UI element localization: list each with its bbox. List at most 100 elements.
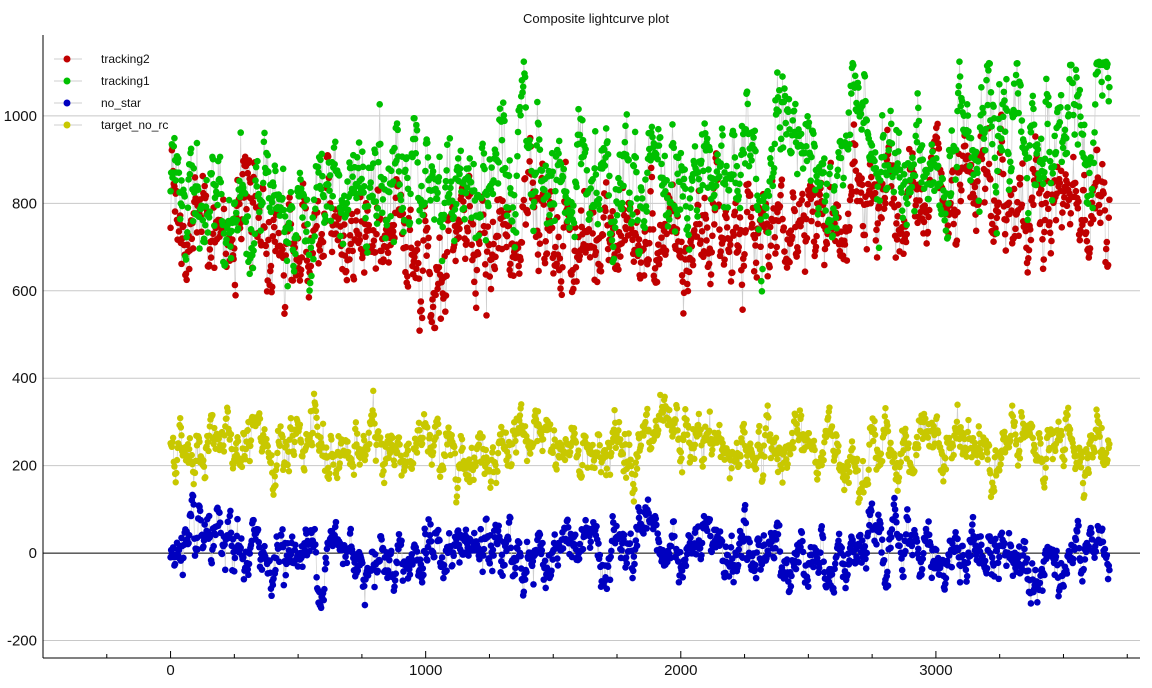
point-no_star: [1070, 556, 1077, 563]
point-tracking2: [436, 234, 443, 241]
point-tracking2: [589, 230, 596, 237]
point-tracking1: [377, 141, 384, 148]
point-target_no_rc: [648, 445, 654, 451]
point-tracking2: [555, 234, 562, 241]
point-target_no_rc: [1009, 402, 1015, 408]
point-target_no_rc: [950, 443, 956, 449]
point-tracking1: [527, 143, 534, 150]
point-tracking2: [275, 230, 282, 237]
point-target_no_rc: [865, 481, 871, 487]
point-tracking1: [269, 199, 276, 206]
point-target_no_rc: [882, 413, 888, 419]
point-no_star: [192, 552, 199, 559]
point-tracking2: [559, 264, 566, 271]
point-tracking2: [1083, 229, 1090, 236]
point-no_star: [320, 597, 327, 604]
point-target_no_rc: [784, 461, 790, 467]
point-no_star: [219, 551, 226, 558]
point-tracking2: [1048, 250, 1055, 257]
point-no_star: [188, 513, 195, 520]
point-tracking2: [542, 238, 549, 245]
point-no_star: [836, 531, 843, 538]
point-tracking1: [552, 188, 559, 195]
point-no_star: [1099, 526, 1106, 533]
point-no_star: [596, 552, 603, 559]
point-target_no_rc: [905, 440, 911, 446]
point-no_star: [225, 518, 232, 525]
point-no_star: [645, 496, 652, 503]
point-tracking1: [190, 165, 197, 172]
point-tracking2: [656, 256, 663, 263]
point-no_star: [537, 531, 544, 538]
point-no_star: [228, 530, 235, 537]
point-tracking1: [250, 247, 257, 254]
point-tracking2: [737, 214, 744, 221]
point-tracking1: [257, 227, 264, 234]
point-tracking1: [175, 155, 182, 162]
point-target_no_rc: [1016, 448, 1022, 454]
point-no_star: [1003, 562, 1010, 569]
point-target_no_rc: [429, 461, 435, 467]
point-tracking2: [1105, 262, 1112, 269]
point-target_no_rc: [437, 474, 443, 480]
point-tracking1: [522, 104, 529, 111]
point-no_star: [180, 555, 187, 562]
point-target_no_rc: [362, 452, 368, 458]
point-tracking1: [306, 287, 313, 294]
point-no_star: [730, 579, 737, 586]
point-no_star: [706, 516, 713, 523]
point-tracking2: [646, 240, 653, 247]
point-target_no_rc: [820, 450, 826, 456]
point-tracking1: [181, 193, 188, 200]
point-tracking2: [482, 261, 489, 268]
point-tracking2: [727, 241, 734, 248]
point-tracking1: [354, 154, 361, 161]
point-tracking1: [551, 217, 558, 224]
point-tracking1: [177, 216, 184, 223]
point-target_no_rc: [1001, 429, 1007, 435]
point-tracking1: [425, 154, 432, 161]
point-target_no_rc: [779, 479, 785, 485]
point-target_no_rc: [985, 456, 991, 462]
point-tracking2: [753, 259, 760, 266]
point-target_no_rc: [256, 410, 262, 416]
point-target_no_rc: [846, 480, 852, 486]
point-no_star: [977, 533, 984, 540]
point-no_star: [259, 566, 266, 573]
point-tracking2: [232, 292, 239, 299]
point-no_star: [831, 589, 838, 596]
point-tracking1: [447, 135, 454, 142]
point-no_star: [654, 530, 661, 537]
point-no_star: [539, 547, 546, 554]
point-target_no_rc: [1059, 432, 1065, 438]
point-target_no_rc: [479, 434, 485, 440]
point-no_star: [172, 561, 179, 568]
point-tracking2: [1103, 246, 1110, 253]
point-tracking1: [504, 212, 511, 219]
point-tracking2: [749, 221, 756, 228]
point-tracking2: [353, 217, 360, 224]
point-tracking2: [882, 200, 889, 207]
point-tracking2: [180, 223, 187, 230]
point-tracking2: [1012, 226, 1019, 233]
point-no_star: [481, 546, 488, 553]
point-target_no_rc: [1042, 475, 1048, 481]
point-target_no_rc: [765, 414, 771, 420]
point-tracking2: [873, 227, 880, 234]
point-target_no_rc: [562, 457, 568, 463]
point-tracking1: [184, 229, 191, 236]
point-tracking1: [404, 175, 411, 182]
point-tracking1: [439, 258, 446, 265]
point-tracking2: [229, 236, 236, 243]
point-tracking1: [228, 228, 235, 235]
point-target_no_rc: [517, 412, 523, 418]
point-tracking2: [779, 176, 786, 183]
point-no_star: [687, 534, 694, 541]
point-tracking1: [461, 205, 468, 212]
point-target_no_rc: [820, 457, 826, 463]
point-no_star: [479, 568, 486, 575]
point-no_star: [359, 560, 366, 567]
point-target_no_rc: [205, 448, 211, 454]
point-no_star: [928, 574, 935, 581]
point-tracking2: [456, 226, 463, 233]
